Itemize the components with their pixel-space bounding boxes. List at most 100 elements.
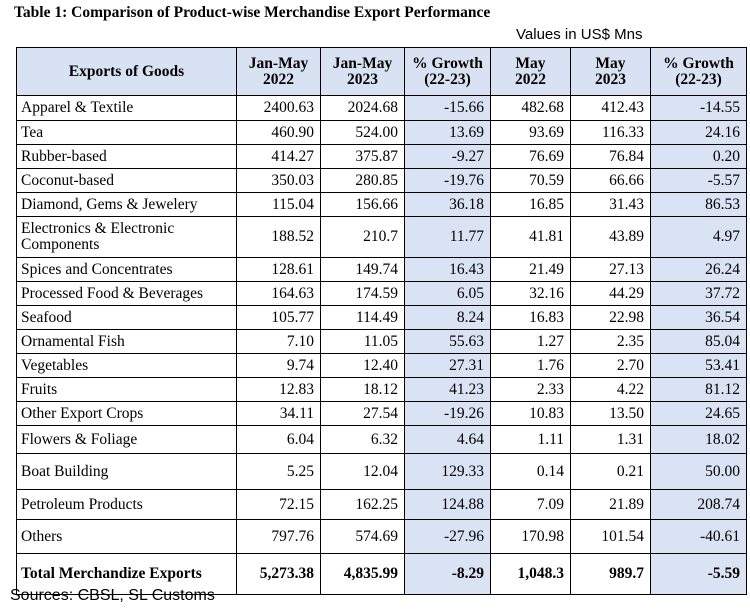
cell-may-2023: 2.35 — [570, 329, 651, 354]
cell-may-2022: 93.69 — [490, 120, 571, 145]
header-growth-jan-may: % Growth (22-23) — [404, 47, 491, 96]
cell-growth-may: -14.55 — [650, 95, 747, 121]
header-jan-may-2022: Jan-May 2022 — [236, 47, 321, 96]
cell-jan-may-2022: 188.52 — [236, 216, 321, 258]
cell-growth-may: 36.54 — [650, 305, 747, 330]
cell-growth-may: 24.16 — [650, 120, 747, 145]
cell-jan-may-2022: 9.74 — [236, 353, 321, 378]
cell-jan-may-2023: 114.49 — [320, 305, 405, 330]
cell-jan-may-2023: 4,835.99 — [320, 553, 405, 595]
cell-jan-may-2022: 797.76 — [236, 519, 321, 554]
cell-may-2023: 116.33 — [570, 120, 651, 145]
cell-may-2023: 412.43 — [570, 95, 651, 121]
cell-may-2023: 0.21 — [570, 453, 651, 490]
cell-may-2023: 76.84 — [570, 144, 651, 169]
cell-may-2023: 22.98 — [570, 305, 651, 330]
cell-may-2023: 4.22 — [570, 377, 651, 402]
cell-growth-may: 85.04 — [650, 329, 747, 354]
cell-may-2022: 21.49 — [490, 257, 571, 282]
cell-may-2022: 7.09 — [490, 489, 571, 520]
cell-may-2022: 1.11 — [490, 425, 571, 454]
cell-jan-may-2022: 164.63 — [236, 281, 321, 306]
cell-jan-may-2022: 72.15 — [236, 489, 321, 520]
cell-goods-name: Flowers & Foliage — [16, 425, 237, 454]
cell-may-2022: 32.16 — [490, 281, 571, 306]
table-row: Coconut-based 350.03 280.85 -19.76 70.59 66.6… — [16, 168, 747, 193]
cell-growth-may: 37.72 — [650, 281, 747, 306]
cell-may-2023: 1.31 — [570, 425, 651, 454]
table-row: Tea 460.90 524.00 13.69 93.69 116.33 24.16 — [16, 120, 747, 145]
cell-growth-jan-may: 4.64 — [404, 425, 491, 454]
cell-jan-may-2022: 105.77 — [236, 305, 321, 330]
table-row: Other Export Crops 34.11 27.54 -19.26 10.83 1… — [16, 401, 747, 426]
cell-may-2022: 1.76 — [490, 353, 571, 378]
cell-jan-may-2023: 11.05 — [320, 329, 405, 354]
cell-jan-may-2023: 149.74 — [320, 257, 405, 282]
cell-goods-name: Coconut-based — [16, 168, 237, 193]
cell-jan-may-2023: 156.66 — [320, 192, 405, 217]
cell-goods-name: Rubber-based — [16, 144, 237, 169]
cell-growth-jan-may: -19.26 — [404, 401, 491, 426]
cell-growth-jan-may: 36.18 — [404, 192, 491, 217]
cell-jan-may-2022: 460.90 — [236, 120, 321, 145]
cell-jan-may-2023: 12.04 — [320, 453, 405, 490]
header-may-2023: May 2023 — [570, 47, 651, 96]
cell-goods-name: Vegetables — [16, 353, 237, 378]
cell-growth-jan-may: 13.69 — [404, 120, 491, 145]
cell-goods-name: Other Export Crops — [16, 401, 237, 426]
table-row: Spices and Concentrates 128.61 149.74 16.43… — [16, 257, 747, 282]
cell-goods-name: Tea — [16, 120, 237, 145]
cell-may-2022: 16.83 — [490, 305, 571, 330]
cell-may-2022: 70.59 — [490, 168, 571, 193]
cell-jan-may-2023: 574.69 — [320, 519, 405, 554]
cell-growth-jan-may: 6.05 — [404, 281, 491, 306]
table-row: Vegetables 9.74 12.40 27.31 1.76 2.70 53.41 — [16, 353, 747, 378]
cell-jan-may-2023: 162.25 — [320, 489, 405, 520]
table-row: Flowers & Foliage 6.04 6.32 4.64 1.11 1.31 18.… — [16, 425, 747, 454]
cell-jan-may-2022: 350.03 — [236, 168, 321, 193]
table-title: Table 1: Comparison of Product-wise Merc… — [14, 4, 491, 21]
cell-goods-name: Processed Food & Beverages — [16, 281, 237, 306]
cell-goods-name: Petroleum Products — [16, 489, 237, 520]
table-row: Rubber-based 414.27 375.87 -9.27 76.69 76.84 0… — [16, 144, 747, 169]
cell-jan-may-2023: 6.32 — [320, 425, 405, 454]
cell-jan-may-2023: 18.12 — [320, 377, 405, 402]
table-row: Others 797.76 574.69 -27.96 170.98 101.54 -40.… — [16, 519, 747, 554]
cell-may-2023: 989.7 — [570, 553, 651, 595]
cell-growth-may: 86.53 — [650, 192, 747, 217]
cell-may-2022: 10.83 — [490, 401, 571, 426]
cell-growth-may: 24.65 — [650, 401, 747, 426]
cell-jan-may-2022: 414.27 — [236, 144, 321, 169]
header-row: Exports of Goods Jan-May 2022 Jan-May 2023… — [16, 47, 747, 96]
cell-may-2022: 170.98 — [490, 519, 571, 554]
cell-goods-name: Electronics & Electronic Components — [16, 216, 237, 258]
cell-may-2023: 21.89 — [570, 489, 651, 520]
cell-growth-may: 81.12 — [650, 377, 747, 402]
cell-growth-may: 53.41 — [650, 353, 747, 378]
header-jan-may-2023: Jan-May 2023 — [320, 47, 405, 96]
cell-jan-may-2022: 12.83 — [236, 377, 321, 402]
cell-may-2022: 1.27 — [490, 329, 571, 354]
table-row: Ornamental Fish 7.10 11.05 55.63 1.27 2.35 85.… — [16, 329, 747, 354]
cell-goods-name: Total Merchandize Exports — [16, 553, 237, 595]
units-note: Values in US$ Mns — [516, 26, 643, 43]
cell-goods-name: Ornamental Fish — [16, 329, 237, 354]
table-row: Processed Food & Beverages 164.63 174.59 6.… — [16, 281, 747, 306]
cell-growth-jan-may: 27.31 — [404, 353, 491, 378]
cell-growth-jan-may: -8.29 — [404, 553, 491, 595]
cell-growth-jan-may: -15.66 — [404, 95, 491, 121]
cell-growth-jan-may: 129.33 — [404, 453, 491, 490]
cell-may-2022: 0.14 — [490, 453, 571, 490]
cell-goods-name: Diamond, Gems & Jewelery — [16, 192, 237, 217]
cell-jan-may-2023: 280.85 — [320, 168, 405, 193]
cell-growth-may: -5.59 — [650, 553, 747, 595]
cell-jan-may-2023: 2024.68 — [320, 95, 405, 121]
cell-jan-may-2022: 115.04 — [236, 192, 321, 217]
cell-growth-jan-may: 41.23 — [404, 377, 491, 402]
cell-may-2022: 16.85 — [490, 192, 571, 217]
cell-may-2023: 66.66 — [570, 168, 651, 193]
cell-jan-may-2022: 34.11 — [236, 401, 321, 426]
cell-growth-may: 50.00 — [650, 453, 747, 490]
header-growth-may: % Growth (22-23) — [650, 47, 747, 96]
cell-growth-jan-may: -27.96 — [404, 519, 491, 554]
